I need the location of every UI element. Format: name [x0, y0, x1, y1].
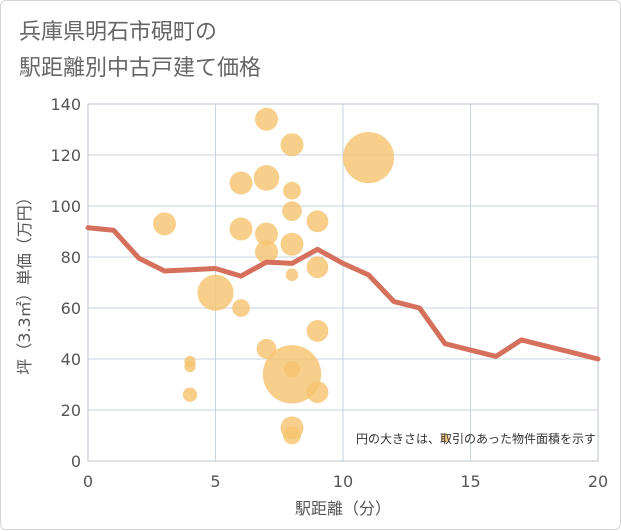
x-tick-label: 5: [210, 472, 220, 491]
bubble-layer: [153, 107, 450, 445]
y-tick-label: 20: [61, 401, 81, 420]
y-tick-label: 100: [50, 197, 81, 216]
bubble-point: [285, 268, 299, 282]
bubble-point: [306, 381, 329, 404]
chart-title: 兵庫県明石市硯町の 駅距離別中古戸建て価格: [19, 15, 261, 87]
average-price-line: [85, 225, 601, 362]
y-tick-labels: 0 20 40 60 80 100 120 140: [50, 95, 81, 471]
bubble-point: [253, 165, 280, 191]
y-axis-title: 坪（3.3㎡）単価（万円）: [15, 189, 34, 374]
x-tick-label: 15: [460, 472, 480, 491]
y-tick-label: 140: [50, 95, 81, 114]
bubble-point: [283, 361, 301, 378]
bubble-point: [283, 426, 301, 445]
x-tick-label: 10: [333, 472, 353, 491]
y-tick-label: 60: [61, 299, 81, 318]
y-tick-label: 0: [71, 452, 81, 471]
y-tick-label: 80: [61, 248, 81, 267]
y-tick-label: 40: [61, 350, 81, 369]
bubble-point: [306, 256, 329, 279]
bubble-point: [232, 299, 250, 317]
bubble-point: [256, 338, 277, 359]
bubble-point: [184, 360, 196, 373]
x-tick-labels: 0 5 10 15 20: [83, 472, 608, 491]
x-tick-label: 20: [588, 472, 608, 491]
bubble-point: [229, 171, 253, 195]
bubble-size-note: 円の大きさは、取引のあった物件面積を示す: [356, 431, 596, 446]
bubble-point: [255, 240, 278, 264]
bubble-point: [282, 201, 302, 222]
bubble-point: [440, 433, 450, 443]
y-tick-label: 120: [50, 146, 81, 165]
plot-border: [87, 103, 599, 462]
bubble-point: [255, 222, 278, 246]
bubble-point: [197, 274, 234, 311]
x-axis-title: 駅距離（分）: [295, 499, 391, 518]
bubble-point: [229, 217, 253, 241]
bubble-point: [280, 232, 304, 256]
bubble-point: [182, 387, 198, 402]
bubble-point: [255, 107, 278, 131]
bubble-point: [342, 131, 395, 184]
bubble-point: [306, 320, 329, 342]
bubble-point: [283, 181, 301, 200]
bubble-point: [306, 210, 329, 233]
chart-title-line1: 兵庫県明石市硯町の: [19, 20, 218, 45]
chart-title-line2: 駅距離別中古戸建て価格: [19, 56, 262, 81]
x-tick-label: 0: [83, 472, 93, 491]
bubble-point: [280, 133, 304, 157]
bubble-point: [153, 212, 176, 236]
